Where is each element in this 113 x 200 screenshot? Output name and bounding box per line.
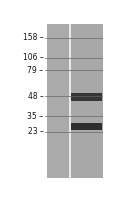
Bar xyxy=(47,24,69,178)
Text: 79 –: 79 – xyxy=(27,66,43,75)
Bar xyxy=(70,93,101,101)
Text: 106 –: 106 – xyxy=(22,53,43,62)
Text: 158 –: 158 – xyxy=(23,33,43,42)
Text: 23 –: 23 – xyxy=(27,127,43,136)
Text: 35 –: 35 – xyxy=(27,112,43,121)
Bar xyxy=(69,24,70,178)
Bar xyxy=(70,123,101,130)
Bar xyxy=(70,24,102,178)
Bar xyxy=(14,24,46,178)
Text: 48 –: 48 – xyxy=(27,92,43,101)
